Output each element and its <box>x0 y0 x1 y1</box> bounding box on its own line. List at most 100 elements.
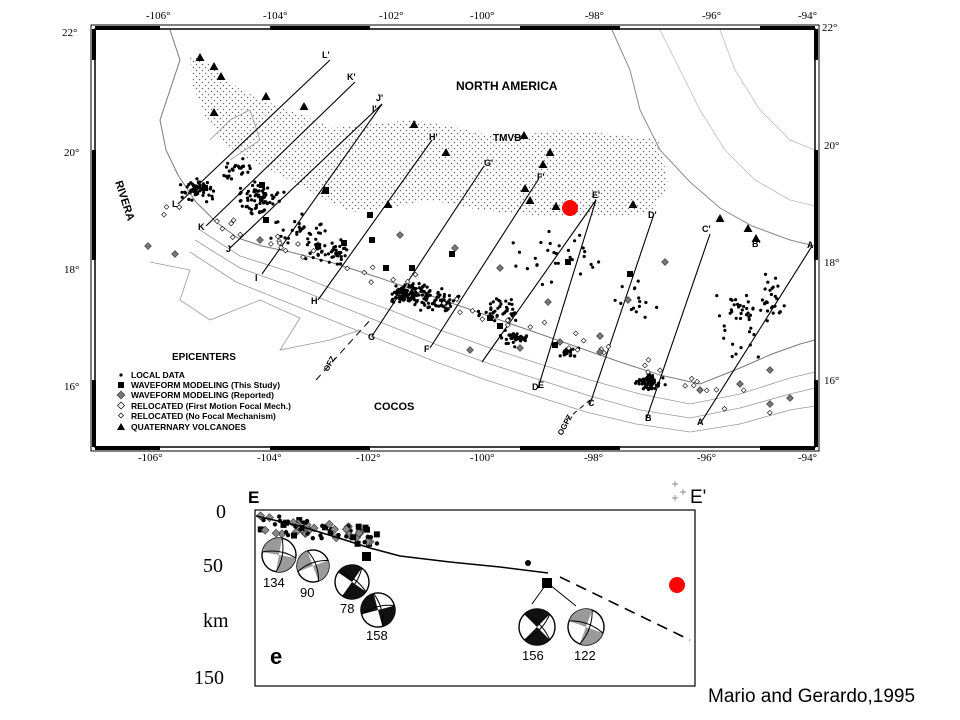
mechanism-label: 122 <box>574 648 596 663</box>
local-data-dot <box>260 189 264 193</box>
local-data-dot <box>402 285 406 289</box>
reported-diamond <box>544 298 552 306</box>
local-data-dot <box>653 386 657 390</box>
local-data-dot <box>253 180 257 184</box>
local-data-dot <box>566 248 571 252</box>
local-data-dot <box>323 253 327 257</box>
local-data-dot <box>573 239 577 243</box>
reported-diamond <box>696 386 704 394</box>
local-data-dot <box>648 379 652 383</box>
local-data-dot <box>338 262 343 266</box>
lat-tick-label: 18° <box>64 264 79 276</box>
volcano-triangle <box>551 202 561 210</box>
local-data-dot <box>581 246 585 250</box>
local-data-dot <box>245 192 249 196</box>
local-data-dot <box>196 180 200 185</box>
local-data-dot <box>320 249 324 253</box>
local-data-dot <box>234 163 238 167</box>
mechanism-label: 158 <box>366 628 388 643</box>
relocated-diamond <box>368 279 374 285</box>
relocated-diamond <box>228 220 234 227</box>
local-data-dot <box>765 309 770 313</box>
local-data-dot <box>308 251 312 255</box>
local-data-dot <box>633 287 637 291</box>
relocated-diamond <box>412 271 419 278</box>
waveform-square <box>202 185 208 191</box>
legend-label: LOCAL DATA <box>131 370 185 380</box>
local-data-dot <box>395 292 399 296</box>
section-square <box>298 525 305 532</box>
local-data-dot <box>326 252 331 256</box>
local-data-dot <box>254 203 259 207</box>
local-data-dot <box>730 298 734 302</box>
local-data-dot <box>533 256 537 260</box>
relocated-diamond <box>657 367 663 374</box>
waveform-square <box>383 265 389 271</box>
local-data-dot <box>506 341 510 345</box>
local-data-dot <box>262 208 267 212</box>
local-data-dot <box>715 294 719 298</box>
local-data-dot <box>747 330 752 334</box>
relocated-diamond <box>415 287 421 294</box>
local-data-dot <box>775 297 779 301</box>
lat-tick-label: 18° <box>824 257 839 269</box>
local-data-epicenters <box>179 157 786 392</box>
local-data-dot <box>412 297 416 301</box>
section-diamond <box>330 524 339 534</box>
local-data-dot <box>257 211 262 215</box>
waveform-square <box>369 237 375 243</box>
local-data-dot <box>489 306 493 310</box>
event-square <box>362 552 371 561</box>
reported-diamond <box>766 366 774 374</box>
volcano-triangle <box>209 108 219 116</box>
local-data-dot <box>256 184 260 188</box>
volcano-triangle <box>209 62 219 70</box>
volcano-triangle <box>715 214 725 222</box>
local-data-dot <box>286 241 290 245</box>
local-data-dot <box>241 171 245 175</box>
local-data-dot <box>226 176 230 180</box>
local-data-dot <box>309 232 313 236</box>
local-data-dot <box>558 354 562 358</box>
red-location-marker <box>562 200 578 216</box>
section-diamond <box>271 528 281 538</box>
reported-diamond <box>661 258 669 266</box>
local-data-dot <box>195 177 199 181</box>
legend-label: RELOCATED (No Focal Mechanism) <box>131 411 276 421</box>
local-data-dot <box>297 221 301 226</box>
local-data-dot <box>283 236 287 240</box>
local-data-dot <box>494 297 499 301</box>
local-data-dot <box>270 193 274 197</box>
local-data-dot <box>736 302 740 306</box>
section-dot <box>374 541 380 546</box>
waveform-square <box>627 271 633 277</box>
local-data-dot <box>323 244 327 248</box>
profile-start-label: J <box>226 244 231 254</box>
profile-end-label: B' <box>752 239 761 249</box>
volcano-triangle <box>320 186 330 194</box>
section-dot <box>368 535 374 540</box>
local-data-dot <box>782 304 786 308</box>
local-data-dot <box>300 212 304 216</box>
local-data-dot <box>205 181 209 185</box>
local-data-dot <box>256 194 260 199</box>
local-data-dot <box>323 229 327 233</box>
local-data-dot <box>747 315 751 319</box>
gulf-bathymetry <box>659 29 815 207</box>
relocated-diamond <box>310 248 317 254</box>
local-data-dot <box>650 386 654 391</box>
local-data-dot <box>509 312 513 316</box>
local-data-dot <box>420 300 424 304</box>
local-data-dot <box>229 177 234 181</box>
local-data-dot <box>650 374 655 378</box>
local-data-dot <box>499 302 503 306</box>
local-data-dot <box>282 190 286 194</box>
local-data-dot <box>451 299 455 303</box>
volcano-triangle <box>195 53 205 61</box>
local-data-dot <box>731 342 735 346</box>
relocated-diamond <box>457 309 463 316</box>
local-data-dot <box>253 199 257 203</box>
local-data-dot <box>297 225 301 229</box>
local-data-dot <box>338 244 342 248</box>
local-data-dot <box>636 279 640 283</box>
